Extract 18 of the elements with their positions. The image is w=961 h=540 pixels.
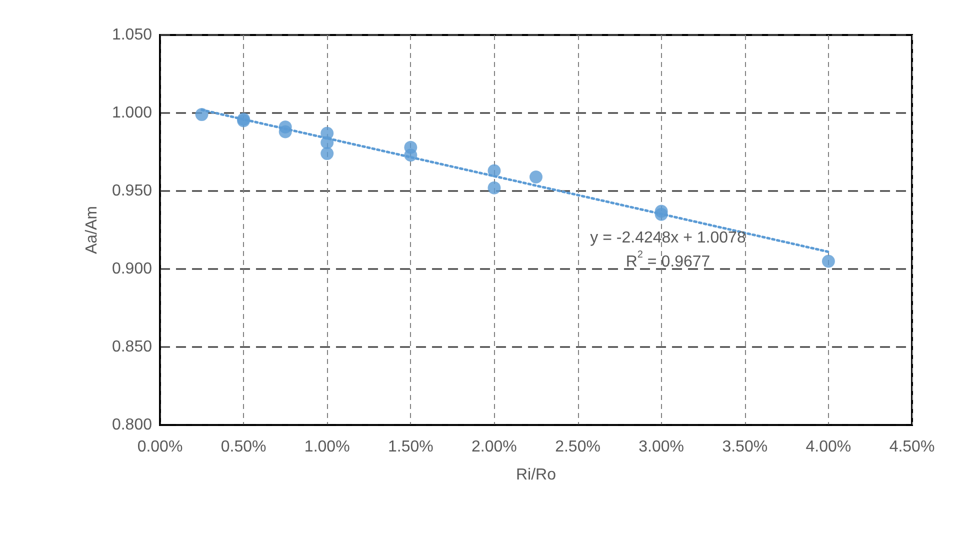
- x-tick-label: 4.50%: [889, 438, 935, 456]
- y-tick-label: 1.050: [112, 26, 152, 44]
- y-tick-label: 0.850: [112, 338, 152, 356]
- x-tick-label: 3.50%: [722, 438, 768, 456]
- y-tick-label: 0.800: [112, 416, 152, 434]
- y-tick-label: 0.900: [112, 260, 152, 278]
- x-tick-label: 4.00%: [806, 438, 852, 456]
- x-tick-label: 1.50%: [388, 438, 434, 456]
- x-tick-label: 2.50%: [555, 438, 600, 456]
- y-axis-title: Aa/Am: [84, 206, 100, 254]
- x-tick-label: 2.00%: [472, 438, 517, 456]
- x-tick-label: 0.00%: [137, 438, 183, 456]
- x-tick-label: 1.00%: [304, 438, 350, 456]
- x-tick-label: 3.00%: [638, 438, 684, 456]
- x-tick-label: 0.50%: [220, 438, 266, 456]
- y-tick-label: 0.950: [112, 182, 152, 200]
- y-tick-label: 1.000: [112, 104, 152, 122]
- x-axis-title: Ri/Ro: [516, 466, 556, 484]
